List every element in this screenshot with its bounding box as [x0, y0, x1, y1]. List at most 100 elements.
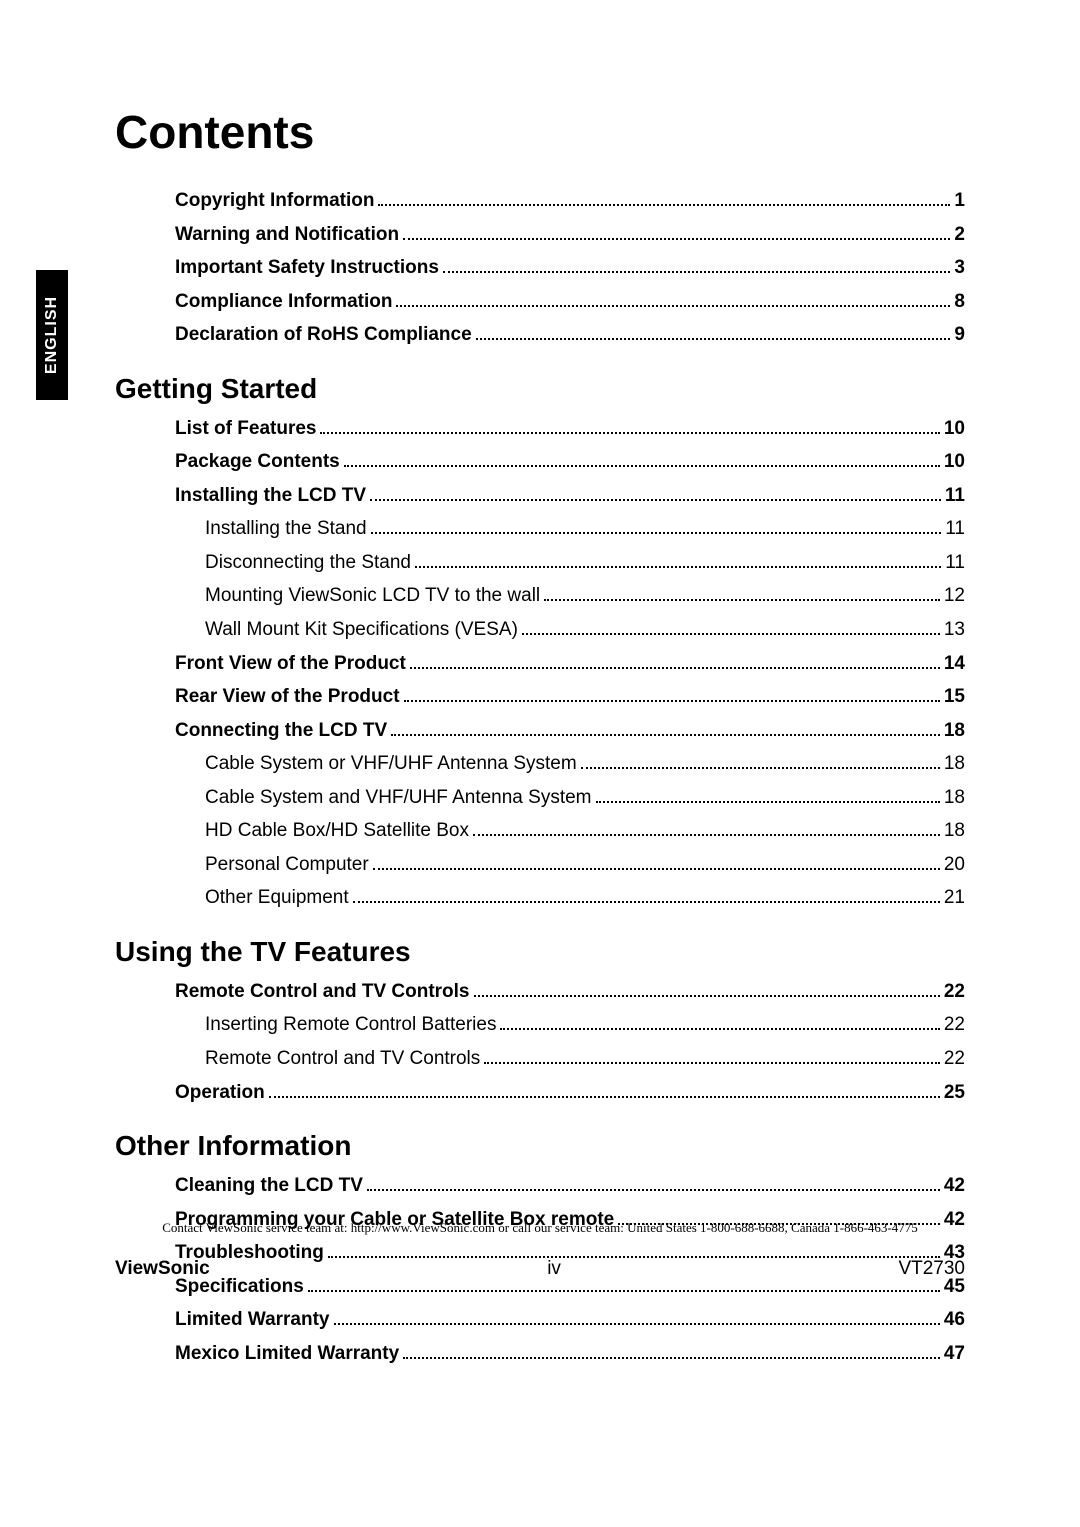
toc-leader — [378, 204, 950, 206]
toc-entry-label: Limited Warranty — [175, 1306, 330, 1334]
toc-entry-page: 2 — [954, 221, 965, 249]
toc-leader — [404, 700, 940, 702]
toc-entry-page: 8 — [954, 288, 965, 316]
toc-entry-label: Inserting Remote Control Batteries — [205, 1011, 496, 1039]
toc-entry[interactable]: Wall Mount Kit Specifications (VESA) 13 — [205, 616, 965, 644]
toc-entry-label: List of Features — [175, 415, 316, 443]
toc-entry-label: Warning and Notification — [175, 221, 399, 249]
toc-entry-label: Other Equipment — [205, 884, 349, 912]
toc-entry-label: Compliance Information — [175, 288, 392, 316]
toc-entry-label: Cleaning the LCD TV — [175, 1172, 363, 1200]
toc-entry[interactable]: Package Contents 10 — [175, 448, 965, 476]
toc-entry-page: 13 — [944, 616, 965, 644]
toc-leader — [474, 995, 940, 997]
section-heading: Getting Started — [115, 373, 965, 405]
page-title: Contents — [115, 105, 965, 159]
toc-entry-label: Copyright Information — [175, 187, 374, 215]
toc-entry[interactable]: Disconnecting the Stand 11 — [205, 549, 965, 577]
toc-entry[interactable]: Installing the LCD TV 11 — [175, 482, 965, 510]
toc-leader — [544, 599, 940, 601]
toc-entry-page: 21 — [944, 884, 965, 912]
toc-entry-label: Mexico Limited Warranty — [175, 1340, 399, 1368]
section-heading: Using the TV Features — [115, 936, 965, 968]
toc-entry[interactable]: Connecting the LCD TV 18 — [175, 717, 965, 745]
toc-entry-page: 18 — [944, 717, 965, 745]
toc-leader — [371, 532, 942, 534]
footer-model: VT2730 — [898, 1258, 965, 1280]
toc-entry-label: Operation — [175, 1079, 265, 1107]
toc-entry[interactable]: HD Cable Box/HD Satellite Box 18 — [205, 817, 965, 845]
toc-leader — [344, 465, 940, 467]
toc-entry-page: 11 — [945, 482, 965, 510]
toc-leader — [320, 432, 939, 434]
toc-entry-page: 12 — [944, 582, 965, 610]
toc-leader — [391, 734, 940, 736]
toc-entry[interactable]: Important Safety Instructions 3 — [175, 254, 965, 282]
toc-leader — [403, 1357, 940, 1359]
toc-entry[interactable]: Inserting Remote Control Batteries 22 — [205, 1011, 965, 1039]
toc-entry[interactable]: Front View of the Product 14 — [175, 650, 965, 678]
toc-entry-page: 20 — [944, 851, 965, 879]
toc-entry[interactable]: Warning and Notification 2 — [175, 221, 965, 249]
toc-leader — [581, 767, 940, 769]
toc-entry-page: 11 — [945, 515, 965, 543]
toc-entry[interactable]: Installing the Stand 11 — [205, 515, 965, 543]
page-content: Contents Copyright Information 1 Warning … — [115, 105, 965, 1373]
toc-entry[interactable]: Other Equipment 21 — [205, 884, 965, 912]
toc-entry-page: 25 — [944, 1079, 965, 1107]
toc-entry-label: Mounting ViewSonic LCD TV to the wall — [205, 582, 540, 610]
toc-entry[interactable]: Rear View of the Product 15 — [175, 683, 965, 711]
toc-entry[interactable]: Copyright Information 1 — [175, 187, 965, 215]
toc-entry[interactable]: List of Features 10 — [175, 415, 965, 443]
toc-entry-page: 46 — [944, 1306, 965, 1334]
toc-entry-label: Cable System and VHF/UHF Antenna System — [205, 784, 592, 812]
toc-entry-label: Rear View of the Product — [175, 683, 400, 711]
toc-leader — [396, 305, 950, 307]
toc-entry-page: 15 — [944, 683, 965, 711]
toc-entry[interactable]: Mounting ViewSonic LCD TV to the wall 12 — [205, 582, 965, 610]
toc-leader — [373, 868, 940, 870]
footer-page-number: iv — [547, 1258, 561, 1280]
footer-contact: Contact ViewSonic service team at: http:… — [115, 1220, 965, 1236]
toc-entry[interactable]: Compliance Information 8 — [175, 288, 965, 316]
language-tab-label: ENGLISH — [43, 296, 61, 374]
toc-entry[interactable]: Cleaning the LCD TV 42 — [175, 1172, 965, 1200]
toc-entry[interactable]: Declaration of RoHS Compliance 9 — [175, 321, 965, 349]
toc-entry-label: HD Cable Box/HD Satellite Box — [205, 817, 469, 845]
toc-leader — [473, 834, 940, 836]
footer-bar: ViewSonic iv VT2730 — [115, 1258, 965, 1280]
toc-entry-page: 22 — [944, 1011, 965, 1039]
toc-entry[interactable]: Remote Control and TV Controls 22 — [205, 1045, 965, 1073]
toc-leader — [308, 1290, 940, 1292]
toc-entry-label: Remote Control and TV Controls — [175, 978, 470, 1006]
toc-entry-label: Important Safety Instructions — [175, 254, 439, 282]
toc-entry[interactable]: Limited Warranty 46 — [175, 1306, 965, 1334]
toc-entry-label: Package Contents — [175, 448, 340, 476]
footer-brand: ViewSonic — [115, 1258, 210, 1280]
toc-entry-label: Installing the Stand — [205, 515, 367, 543]
toc-entry-page: 18 — [944, 750, 965, 778]
toc-entry[interactable]: Cable System or VHF/UHF Antenna System 1… — [205, 750, 965, 778]
toc-leader — [476, 338, 951, 340]
toc-entry-page: 9 — [954, 321, 965, 349]
toc-entry-label: Remote Control and TV Controls — [205, 1045, 480, 1073]
section-heading: Other Information — [115, 1130, 965, 1162]
toc-entry-page: 22 — [944, 978, 965, 1006]
toc-entry[interactable]: Cable System and VHF/UHF Antenna System … — [205, 784, 965, 812]
toc-entry[interactable]: Personal Computer 20 — [205, 851, 965, 879]
toc-entry-page: 3 — [954, 254, 965, 282]
toc-entry[interactable]: Mexico Limited Warranty 47 — [175, 1340, 965, 1368]
toc-leader — [367, 1189, 940, 1191]
toc-leader — [353, 901, 940, 903]
toc-entry-page: 11 — [945, 549, 965, 577]
toc-entry[interactable]: Remote Control and TV Controls 22 — [175, 978, 965, 1006]
toc-entry-page: 10 — [944, 448, 965, 476]
toc-entry-page: 1 — [954, 187, 965, 215]
toc-entry[interactable]: Operation 25 — [175, 1079, 965, 1107]
toc-leader — [415, 566, 941, 568]
toc-leader — [500, 1028, 939, 1030]
toc-entry-label: Personal Computer — [205, 851, 369, 879]
toc-container: Copyright Information 1 Warning and Notif… — [115, 187, 965, 1367]
toc-leader — [269, 1096, 940, 1098]
toc-entry-page: 14 — [944, 650, 965, 678]
